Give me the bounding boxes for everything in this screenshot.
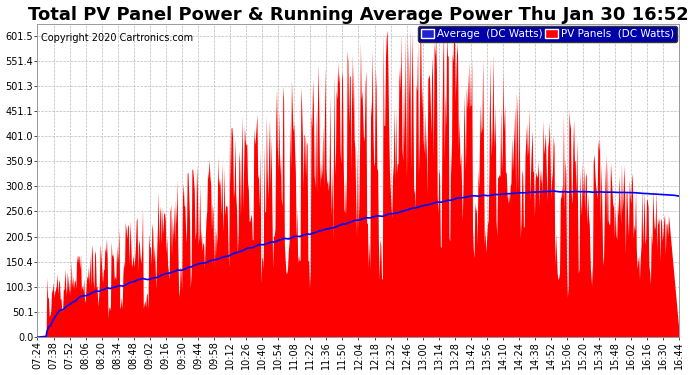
Text: Copyright 2020 Cartronics.com: Copyright 2020 Cartronics.com <box>41 33 193 43</box>
Title: Total PV Panel Power & Running Average Power Thu Jan 30 16:52: Total PV Panel Power & Running Average P… <box>28 6 689 24</box>
Legend: Average  (DC Watts), PV Panels  (DC Watts): Average (DC Watts), PV Panels (DC Watts) <box>418 26 678 42</box>
